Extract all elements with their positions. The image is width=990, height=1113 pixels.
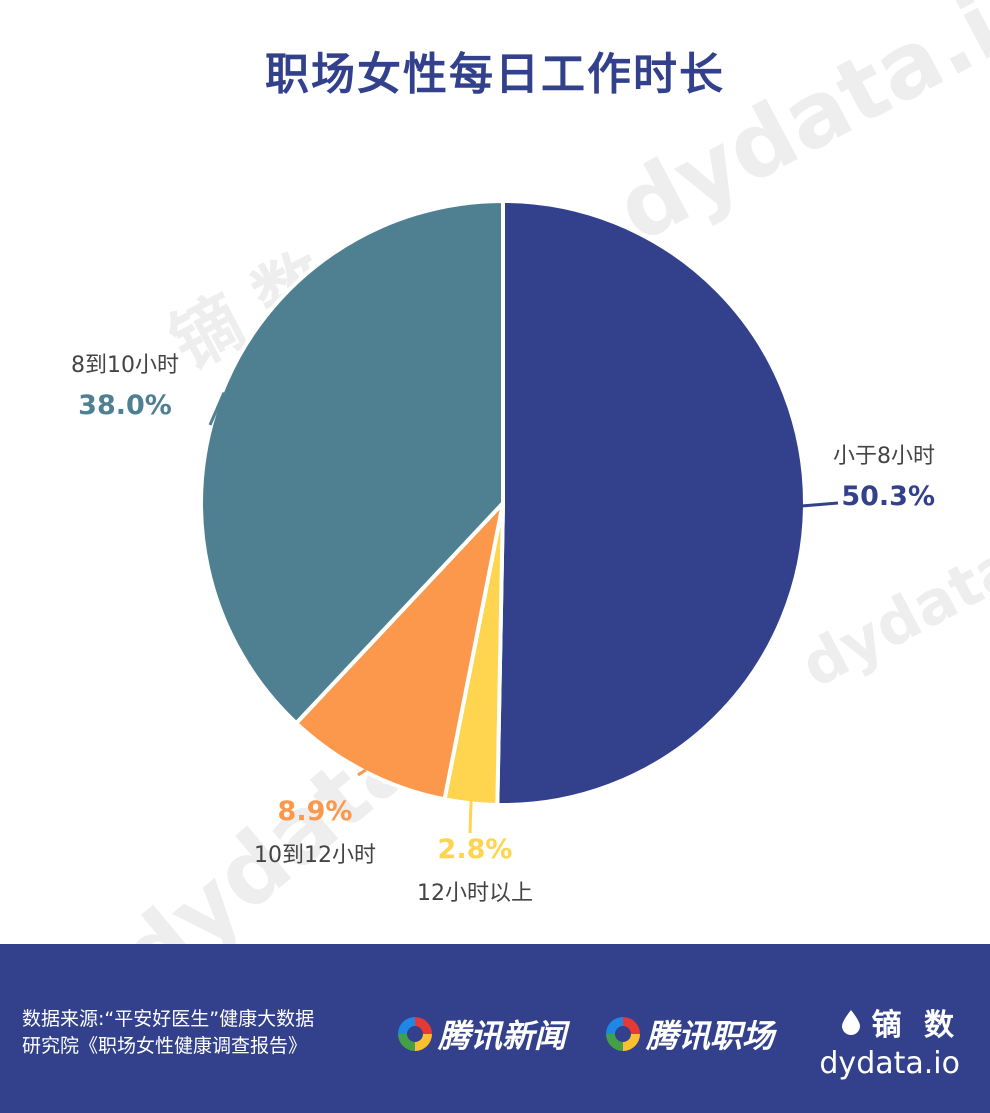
slice-value-label-4: 38.0% [78, 390, 172, 421]
source-line-1: 数据来源:“平安好医生”健康大数据 [22, 1008, 315, 1030]
leader-line-4 [208, 391, 226, 426]
pie-slice-4 [199, 199, 505, 726]
tencent-logo-icon [398, 1017, 432, 1051]
slice-label-1: 小于8小时 [833, 444, 935, 469]
leader-line-2 [468, 801, 473, 834]
partner-logo-tencent-career: 腾讯职场 [606, 1014, 775, 1055]
slice-value-label-2: 2.8% [438, 834, 513, 865]
chart-title: 职场女性每日工作时长 [265, 49, 725, 100]
partner-logo-tencent-news: 腾讯新闻 [398, 1014, 567, 1055]
slice-label-3: 10到12小时 [254, 843, 376, 868]
slice-label-4: 8到10小时 [71, 353, 179, 378]
leader-line-3 [357, 768, 367, 777]
footer: 数据来源:“平安好医生”健康大数据 研究院《职场女性健康调查报告》 腾讯新闻 腾… [0, 944, 990, 1113]
brand-cn: 镝 数 [871, 1008, 960, 1043]
pie-chart: 小于8小时 50.3% 12小时以上 2.8% 10到12小时 8.9% 8到10小时 38.… [71, 199, 935, 906]
data-source: 数据来源:“平安好医生”健康大数据 研究院《职场女性健康调查报告》 [22, 1006, 367, 1060]
slice-label-2: 12小时以上 [417, 881, 533, 906]
droplet-icon [841, 1010, 860, 1035]
brand-en: dydata.io [819, 1046, 960, 1081]
source-line-2: 研究院《职场女性健康调查报告》 [22, 1035, 308, 1057]
leader-line-1 [802, 501, 839, 508]
slice-value-label-1: 50.3% [841, 481, 935, 512]
brand-logo: 镝 数 dydata.io [819, 1000, 960, 1081]
partner-1-name: 腾讯新闻 [438, 1017, 567, 1055]
tencent-logo-icon [606, 1017, 640, 1051]
pie-slice-1 [495, 199, 808, 807]
slice-value-label-3: 8.9% [278, 796, 353, 827]
partner-2-name: 腾讯职场 [646, 1017, 775, 1055]
